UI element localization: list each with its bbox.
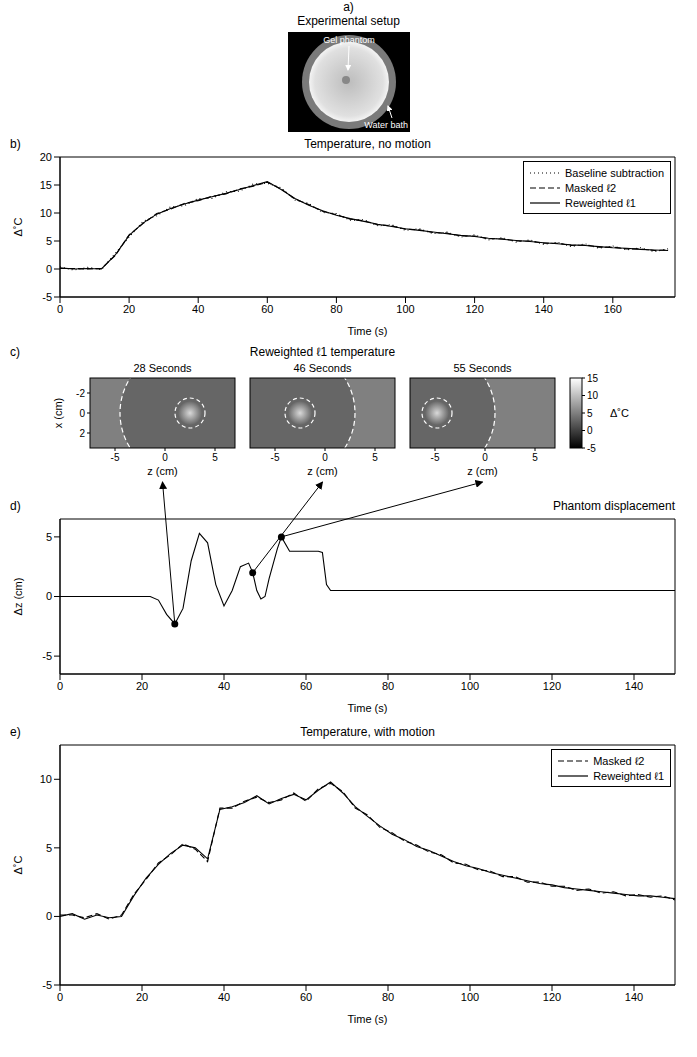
svg-text:-5: -5: [42, 650, 52, 662]
svg-text:46 Seconds: 46 Seconds: [293, 362, 352, 374]
svg-text:-5: -5: [431, 452, 440, 463]
html-text:Reweighted ℓ1: Reweighted ℓ1: [593, 769, 664, 782]
svg-text:Δ˚C: Δ˚C: [610, 407, 629, 419]
svg-text:20: 20: [136, 991, 148, 1003]
html-text:Experimental setup: Experimental setup: [297, 14, 400, 28]
svg-text:20: 20: [136, 680, 148, 692]
svg-text:140: 140: [625, 680, 643, 692]
svg-text:120: 120: [543, 680, 561, 692]
svg-text:40: 40: [192, 303, 204, 315]
svg-text:0: 0: [57, 680, 63, 692]
html-text:e): e): [10, 725, 21, 739]
html-text:Temperature, no motion: Temperature, no motion: [304, 137, 431, 151]
svg-text:Water bath: Water bath: [364, 120, 408, 130]
svg-text:20: 20: [40, 152, 52, 163]
svg-text:28 Seconds: 28 Seconds: [133, 362, 192, 374]
html-text:a): a): [343, 0, 354, 14]
svg-text:140: 140: [535, 303, 553, 315]
html-text:Reweighted ℓ1: Reweighted ℓ1: [564, 196, 636, 209]
svg-text:-2: -2: [76, 388, 85, 399]
svg-text:100: 100: [461, 991, 479, 1003]
svg-text:5: 5: [212, 452, 218, 463]
svg-text:0: 0: [46, 263, 52, 275]
svg-text:Reweighted ℓ1 temperature: Reweighted ℓ1 temperature: [250, 345, 396, 359]
svg-text:z (cm): z (cm): [307, 465, 338, 477]
svg-text:40: 40: [218, 991, 230, 1003]
svg-text:0: 0: [46, 590, 52, 602]
svg-text:5: 5: [587, 408, 593, 419]
html-text:d): d): [10, 499, 21, 513]
svg-text:60: 60: [300, 680, 312, 692]
svg-text:Time (s): Time (s): [348, 1013, 388, 1025]
svg-text:0: 0: [322, 452, 328, 463]
svg-text:100: 100: [461, 680, 479, 692]
svg-text:10: 10: [40, 207, 52, 219]
svg-text:80: 80: [382, 680, 394, 692]
html-text:Masked ℓ2: Masked ℓ2: [593, 754, 645, 767]
svg-text:x (cm): x (cm): [52, 398, 64, 429]
svg-text:80: 80: [330, 303, 342, 315]
svg-text:-5: -5: [271, 452, 280, 463]
svg-text:120: 120: [465, 303, 483, 315]
svg-text:z (cm): z (cm): [467, 465, 498, 477]
svg-text:20: 20: [123, 303, 135, 315]
svg-text:Time (s): Time (s): [348, 702, 388, 714]
svg-text:0: 0: [57, 303, 63, 315]
svg-text:Δ˚C: Δ˚C: [12, 855, 24, 874]
html-text:Baseline subtraction: Baseline subtraction: [564, 166, 664, 179]
svg-text:-5: -5: [42, 979, 52, 991]
svg-text:Time (s): Time (s): [348, 325, 388, 337]
svg-text:120: 120: [543, 991, 561, 1003]
svg-text:60: 60: [261, 303, 273, 315]
svg-text:60: 60: [300, 991, 312, 1003]
svg-text:Δ˚C: Δ˚C: [12, 217, 24, 236]
svg-text:Δz (cm): Δz (cm): [12, 578, 24, 616]
html-text:b): b): [10, 137, 21, 151]
svg-text:-5: -5: [42, 291, 52, 303]
svg-text:40: 40: [218, 680, 230, 692]
svg-text:15: 15: [40, 179, 52, 191]
svg-text:160: 160: [604, 303, 622, 315]
svg-text:c): c): [10, 345, 20, 359]
svg-text:140: 140: [625, 991, 643, 1003]
svg-text:5: 5: [372, 452, 378, 463]
svg-text:5: 5: [46, 235, 52, 247]
svg-text:10: 10: [587, 390, 599, 401]
svg-text:10: 10: [40, 773, 52, 785]
svg-text:0: 0: [162, 452, 168, 463]
svg-text:15: 15: [587, 373, 599, 384]
svg-text:0: 0: [57, 991, 63, 1003]
svg-text:Gel phantom: Gel phantom: [323, 35, 375, 45]
svg-text:55 Seconds: 55 Seconds: [453, 362, 512, 374]
svg-text:0: 0: [46, 910, 52, 922]
svg-text:0: 0: [482, 452, 488, 463]
svg-text:z (cm): z (cm): [147, 465, 178, 477]
html-text:Phantom displacement: Phantom displacement: [552, 499, 675, 513]
svg-text:5: 5: [46, 531, 52, 543]
svg-text:80: 80: [382, 991, 394, 1003]
svg-text:2: 2: [79, 428, 85, 439]
svg-text:0: 0: [587, 425, 593, 436]
svg-text:-5: -5: [587, 443, 596, 454]
svg-text:-5: -5: [111, 452, 120, 463]
svg-text:5: 5: [46, 842, 52, 854]
svg-text:100: 100: [396, 303, 414, 315]
svg-text:5: 5: [532, 452, 538, 463]
html-text:Temperature, with motion: Temperature, with motion: [300, 725, 435, 739]
svg-text:0: 0: [79, 408, 85, 419]
html-text:Masked ℓ2: Masked ℓ2: [564, 181, 617, 194]
